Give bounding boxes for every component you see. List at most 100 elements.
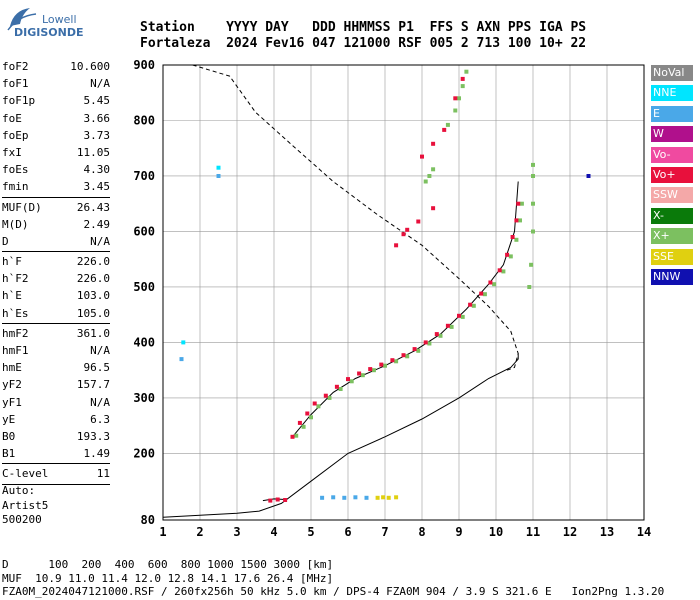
- point-x: [294, 433, 299, 438]
- point-x: [501, 269, 506, 274]
- auto-version: 500200: [2, 513, 42, 527]
- point-x: [394, 359, 399, 364]
- curve-profile: [162, 353, 519, 518]
- point-vo: [420, 154, 424, 159]
- param-value: 11: [96, 467, 110, 481]
- point-vo: [468, 302, 473, 307]
- point-vo: [514, 218, 519, 223]
- point-vo: [334, 384, 339, 389]
- x-tick-label: 7: [381, 525, 388, 539]
- y-tick-label: 900: [133, 58, 155, 72]
- param-group-2: MUF(D) 26.43 M(D) 2.49 D N/A: [2, 199, 110, 251]
- parameter-panel: foF2 10.600 foF1 N/A foF1p 5.45 foE 3.66 foEp 3.7…: [2, 58, 110, 486]
- point-x: [371, 368, 376, 373]
- point-x: [482, 292, 487, 297]
- y-tick-label: 400: [133, 335, 155, 349]
- point-vo: [510, 235, 515, 239]
- param-value: 4.30: [83, 163, 111, 177]
- point-x: [383, 363, 387, 368]
- chart-grid: [162, 64, 645, 520]
- param-name: B1: [2, 447, 16, 461]
- point-x: [316, 404, 321, 409]
- param-row: h`F 226.0: [2, 253, 110, 270]
- footer-file-info: FZA0M_2024047121000.RSF / 260fx256h 50 k…: [2, 585, 665, 598]
- legend-item: Vo+: [651, 166, 693, 183]
- param-value: N/A: [90, 395, 110, 409]
- divider: [2, 463, 110, 465]
- point-x: [464, 69, 469, 74]
- auto-label: Auto:: [2, 484, 36, 497]
- param-row: hmF2 361.0: [2, 325, 110, 342]
- param-value: 103.0: [76, 289, 110, 303]
- param-row: foE 3.66: [2, 110, 110, 127]
- param-row: MUF(D) 26.43: [2, 199, 110, 216]
- point-vo: [390, 358, 395, 363]
- point-x: [431, 167, 436, 172]
- point-vo: [268, 498, 273, 503]
- param-value: N/A: [90, 344, 110, 357]
- point-vo: [488, 280, 493, 285]
- divider: [2, 196, 110, 198]
- param-value: 6.3: [90, 412, 110, 426]
- param-group-3: h`F 226.0 h`F2 226.0 h`E 103.0 h`Es 105.0: [2, 253, 110, 322]
- param-value: 26.43: [76, 200, 110, 214]
- point-vo: [401, 232, 406, 237]
- point-vo: [505, 252, 510, 257]
- param-value: 3.66: [83, 111, 111, 125]
- lowell-digisonde-logo: Lowell DIGISONDE: [4, 4, 94, 40]
- point-e: [353, 495, 358, 500]
- point-x: [460, 314, 465, 319]
- param-name: h`F2: [2, 272, 29, 286]
- point-vo: [312, 401, 317, 406]
- point-nne: [181, 340, 186, 345]
- chart-curves: [162, 64, 519, 518]
- param-name: C-level: [2, 467, 49, 481]
- legend-item: X+: [651, 228, 693, 245]
- param-row: h`F2 226.0: [2, 270, 110, 287]
- auto-program: Artist5: [2, 498, 49, 512]
- y-tick-label: 600: [133, 224, 155, 238]
- param-name: MUF(D): [2, 200, 42, 214]
- y-tick-label: 800: [133, 113, 155, 127]
- x-tick-label: 1: [159, 525, 166, 539]
- point-x: [449, 324, 454, 329]
- point-vo: [394, 243, 399, 248]
- param-name: yF1: [2, 395, 22, 409]
- point-vo: [283, 498, 288, 502]
- param-name: foF1: [2, 77, 29, 91]
- point-x: [531, 229, 535, 234]
- legend-item: NoVal: [651, 65, 693, 81]
- point-x: [457, 96, 461, 101]
- point-x: [514, 237, 519, 242]
- point-vo: [379, 362, 384, 367]
- point-x: [531, 174, 535, 178]
- point-vo: [453, 96, 458, 101]
- point-vo: [431, 141, 436, 146]
- param-group-1: foF2 10.600 foF1 N/A foF1p 5.45 foE 3.66 foEp 3.7…: [2, 58, 110, 196]
- point-nne: [216, 165, 221, 170]
- x-tick-label: 10: [489, 525, 503, 539]
- point-e: [179, 357, 184, 362]
- point-x: [492, 282, 497, 287]
- point-x: [471, 303, 476, 308]
- globe-icon: [7, 8, 37, 31]
- legend-item: X-: [651, 207, 693, 224]
- point-x: [531, 201, 535, 206]
- point-x: [349, 379, 354, 384]
- param-value: 226.0: [76, 255, 110, 269]
- param-row: foF1p 5.45: [2, 92, 110, 109]
- point-vo: [290, 434, 295, 439]
- autoscaling-info: Auto: Artist5 500200: [2, 484, 48, 528]
- param-row: yE 6.3: [2, 411, 110, 428]
- point-vo: [357, 371, 362, 376]
- point-x: [423, 179, 428, 184]
- point-vo: [431, 206, 436, 211]
- divider: [2, 251, 110, 253]
- point-vo: [368, 367, 373, 372]
- point-e: [364, 495, 369, 500]
- point-x: [338, 387, 343, 391]
- plot-frame: [162, 64, 645, 521]
- point-vo: [412, 347, 417, 352]
- x-tick-label: 5: [307, 525, 314, 539]
- param-name: yE: [2, 412, 16, 426]
